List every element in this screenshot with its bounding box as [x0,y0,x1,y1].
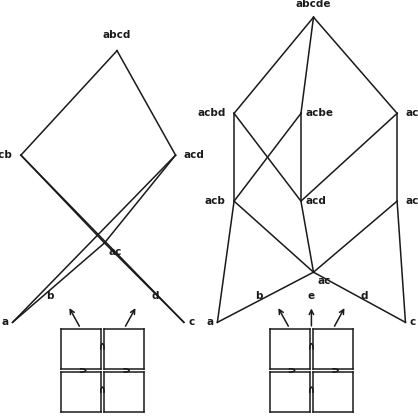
Text: d: d [360,292,368,301]
Text: acbd: acbd [197,109,226,118]
Text: c: c [410,317,416,327]
Text: e: e [308,292,315,301]
Text: d: d [151,292,159,301]
Text: a: a [1,317,8,327]
Text: ac: ac [109,247,122,257]
Text: acb: acb [0,150,13,160]
Text: abcde: abcde [296,0,331,9]
Text: acbe: acbe [305,109,333,118]
Text: abcd: abcd [103,30,131,40]
Text: b: b [46,292,54,301]
Text: ace: ace [405,196,418,206]
Text: acd: acd [184,150,205,160]
Text: c: c [188,317,194,327]
Text: acde: acde [405,109,418,118]
Text: ac: ac [318,277,331,286]
Text: b: b [255,292,263,301]
Text: acb: acb [205,196,226,206]
Text: acd: acd [305,196,326,206]
Text: a: a [206,317,213,327]
